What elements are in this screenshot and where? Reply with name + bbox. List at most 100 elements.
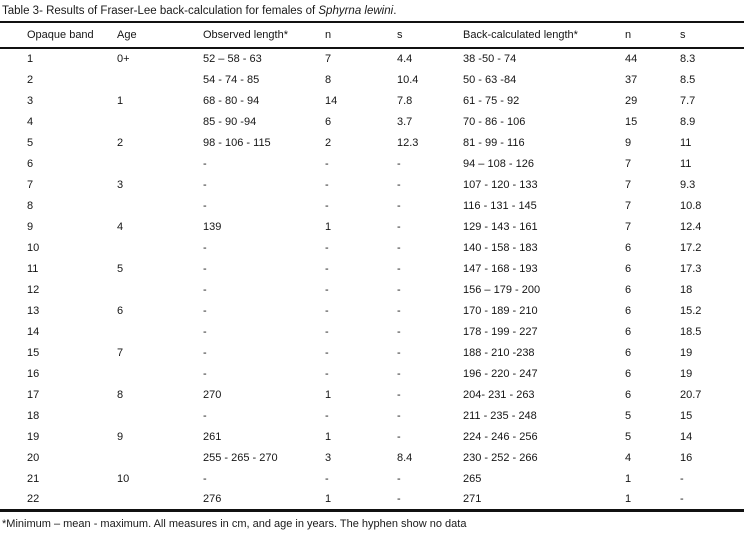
cell-back-calculated-length: 224 - 246 - 256	[463, 430, 538, 443]
cell-age: 4	[117, 220, 124, 233]
cell-s-back: 11	[680, 136, 692, 149]
cell-opaque-band: 13	[27, 304, 40, 317]
header-row: Opaque band Age Observed length* n s Bac…	[0, 22, 744, 49]
cell-n-observed: 6	[325, 115, 332, 128]
cell-age	[117, 279, 203, 300]
cell-back-calculated-length: 94 – 108 - 126	[463, 157, 534, 170]
col-header-s-observed: s	[397, 22, 463, 49]
cell-s-back: 15.2	[680, 304, 702, 317]
cell-observed-length: -	[203, 262, 207, 275]
cell-s-observed: -	[397, 325, 401, 338]
cell-observed-length: -	[203, 199, 207, 212]
cell-s-back: 8.5	[680, 73, 696, 86]
col-header-s-back: s	[680, 22, 744, 49]
table-row: 15 7 - - - 188 - 210 -238 6 19	[0, 342, 744, 363]
cell-n-observed: -	[325, 367, 329, 380]
cell-opaque-band: 8	[27, 199, 34, 212]
cell-s-back: 8.9	[680, 115, 696, 128]
cell-s-observed: -	[397, 220, 401, 233]
cell-age: 10	[117, 472, 130, 485]
cell-back-calculated-length: 188 - 210 -238	[463, 346, 535, 359]
cell-s-observed: -	[397, 241, 401, 254]
cell-back-calculated-length: 129 - 143 - 161	[463, 220, 538, 233]
cell-n-observed: 1	[325, 430, 332, 443]
cell-s-back: 19	[680, 346, 693, 359]
table-caption-text: Table 3- Results of Fraser-Lee back-calc…	[2, 5, 319, 17]
cell-n-back: 6	[625, 367, 632, 380]
cell-n-back: 4	[625, 451, 632, 464]
cell-n-back: 29	[625, 94, 638, 107]
cell-n-back: 5	[625, 409, 632, 422]
col-header-n-observed: n	[325, 22, 397, 49]
col-header-n-back: n	[625, 22, 680, 49]
cell-age: 3	[117, 178, 124, 191]
cell-observed-length: -	[203, 472, 207, 485]
cell-age: 9	[117, 430, 124, 443]
cell-age	[117, 405, 203, 426]
cell-n-observed: -	[325, 157, 329, 170]
cell-n-back: 6	[625, 283, 632, 296]
cell-s-observed: -	[397, 472, 401, 485]
cell-opaque-band: 1	[27, 53, 34, 65]
cell-age	[117, 363, 203, 384]
cell-back-calculated-length: 50 - 63 -84	[463, 73, 517, 86]
cell-n-back: 7	[625, 199, 632, 212]
cell-s-observed: -	[397, 430, 401, 443]
cell-n-observed: -	[325, 241, 329, 254]
cell-s-back: 14	[680, 430, 693, 443]
cell-observed-length: 85 - 90 -94	[203, 115, 257, 128]
cell-s-observed: -	[397, 262, 401, 275]
cell-s-back: 18	[680, 283, 693, 296]
cell-s-observed: 7.8	[397, 94, 413, 107]
cell-s-back: 7.7	[680, 94, 696, 107]
cell-age: 8	[117, 388, 124, 401]
cell-n-observed: -	[325, 304, 329, 317]
table-row: 1 0+ 52 – 58 - 63 7 4.4 38 -50 - 74 44 8…	[0, 48, 744, 69]
cell-s-observed: -	[397, 283, 401, 296]
table-row: 22 276 1 - 271 1 -	[0, 489, 744, 510]
table-row: 2 54 - 74 - 85 8 10.4 50 - 63 -84 37 8.5	[0, 69, 744, 90]
table-row: 10 - - - 140 - 158 - 183 6 17.2	[0, 237, 744, 258]
cell-n-back: 44	[625, 53, 638, 65]
cell-n-observed: 8	[325, 73, 332, 86]
cell-age	[117, 69, 203, 90]
cell-n-observed: -	[325, 409, 329, 422]
cell-s-observed: -	[397, 346, 401, 359]
cell-s-observed: -	[397, 409, 401, 422]
table-caption-period: .	[393, 5, 397, 17]
cell-s-back: 15	[680, 409, 693, 422]
cell-observed-length: 276	[203, 492, 222, 505]
cell-n-observed: 3	[325, 451, 332, 464]
cell-age: 5	[117, 262, 124, 275]
col-header-age: Age	[117, 22, 203, 49]
table-row: 18 - - - 211 - 235 - 248 5 15	[0, 405, 744, 426]
table-body: 1 0+ 52 – 58 - 63 7 4.4 38 -50 - 74 44 8…	[0, 48, 744, 510]
cell-observed-length: 68 - 80 - 94	[203, 94, 260, 107]
cell-back-calculated-length: 230 - 252 - 266	[463, 451, 538, 464]
cell-opaque-band: 16	[27, 367, 40, 380]
cell-back-calculated-length: 81 - 99 - 116	[463, 136, 525, 149]
cell-age: 7	[117, 346, 124, 359]
cell-n-observed: -	[325, 325, 329, 338]
cell-opaque-band: 17	[27, 388, 40, 401]
cell-n-observed: -	[325, 346, 329, 359]
cell-opaque-band: 10	[27, 241, 40, 254]
cell-back-calculated-length: 204- 231 - 263	[463, 388, 535, 401]
cell-s-observed: -	[397, 304, 401, 317]
cell-n-back: 5	[625, 430, 632, 443]
cell-n-back: 6	[625, 346, 632, 359]
cell-s-back: 9.3	[680, 178, 696, 191]
table-row: 12 - - - 156 – 179 - 200 6 18	[0, 279, 744, 300]
cell-s-back: 12.4	[680, 220, 702, 233]
cell-age	[117, 321, 203, 342]
table-row: 5 2 98 - 106 - 115 2 12.3 81 - 99 - 116 …	[0, 132, 744, 153]
cell-observed-length: -	[203, 157, 207, 170]
cell-back-calculated-length: 107 - 120 - 133	[463, 178, 538, 191]
table-row: 13 6 - - - 170 - 189 - 210 6 15.2	[0, 300, 744, 321]
cell-opaque-band: 15	[27, 346, 40, 359]
cell-opaque-band: 7	[27, 178, 34, 191]
cell-n-back: 6	[625, 241, 632, 254]
cell-observed-length: 270	[203, 388, 222, 401]
table-row: 21 10 - - - 265 1 -	[0, 468, 744, 489]
